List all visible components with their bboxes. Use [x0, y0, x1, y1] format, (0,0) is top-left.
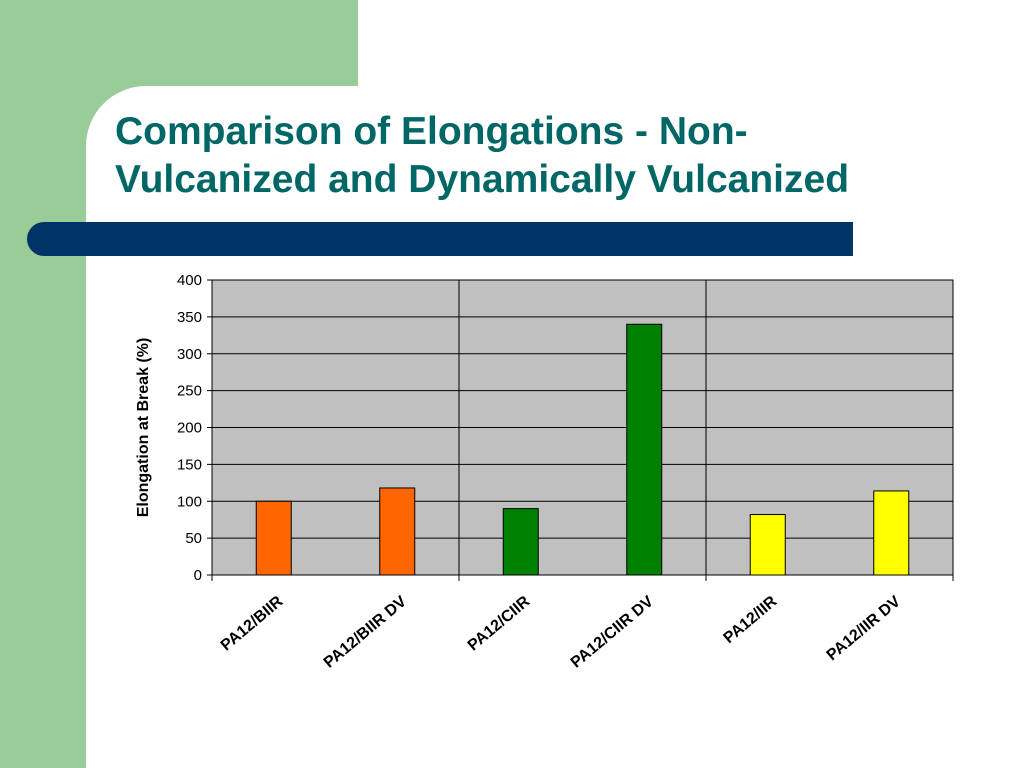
bar-pa12-ciir	[502, 508, 539, 576]
x-category-label: PA12/IIR	[721, 593, 781, 647]
bar-pa12-biir	[255, 500, 292, 576]
x-category-label: PA12/IIR DV	[824, 593, 904, 664]
y-tick-label: 150	[177, 456, 202, 473]
y-tick-label: 100	[177, 493, 202, 510]
bar-pa12-iir-dv	[873, 490, 910, 576]
x-category-label: PA12/CIIR	[465, 593, 534, 655]
y-tick-label: 400	[177, 272, 202, 289]
slide-title-line-1: Comparison of Elongations - Non-	[115, 110, 748, 153]
y-tick-label: 250	[177, 383, 202, 400]
slide-title: Comparison of Elongations - Non- Vulcaniz…	[115, 108, 1005, 204]
title-underline-bar	[27, 222, 853, 256]
x-category-label: PA12/BIIR DV	[321, 593, 410, 672]
bar-pa12-biir-dv	[379, 487, 416, 576]
bar-pa12-iir	[749, 514, 786, 576]
y-tick-label: 200	[177, 420, 202, 437]
bar-pa12-ciir-dv	[626, 323, 663, 576]
y-tick-label: 350	[177, 309, 202, 326]
x-category-label: PA12/CIIR DV	[568, 593, 657, 672]
y-axis-title: Elongation at Break (%)	[135, 338, 152, 518]
y-tick-label: 50	[185, 530, 202, 547]
y-tick-label: 300	[177, 346, 202, 363]
slide-title-line-2: Vulcanized and Dynamically Vulcanized	[115, 158, 850, 201]
x-category-label: PA12/BIIR	[218, 593, 287, 655]
y-tick-label: 0	[194, 567, 202, 584]
